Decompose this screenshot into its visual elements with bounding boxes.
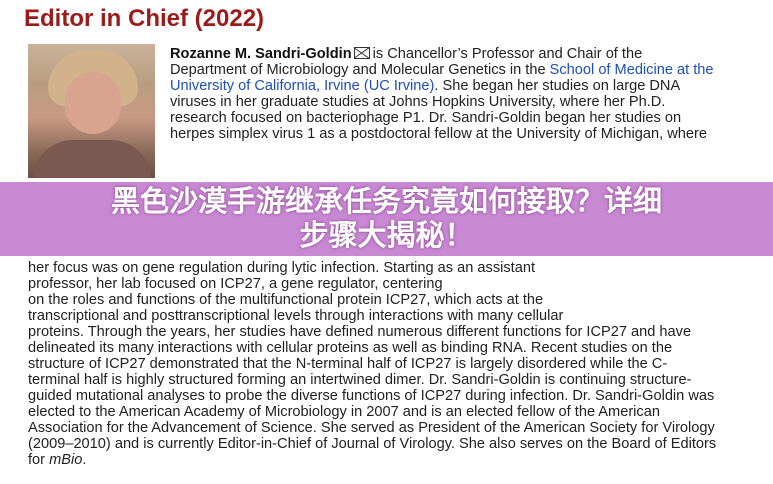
bio-text: herpes simplex virus 1 as a postdoctoral… bbox=[170, 126, 707, 142]
bio-text: research focused on bacteriophage P1. Dr… bbox=[170, 110, 682, 126]
bio-text: transcriptional and posttranscriptional … bbox=[28, 308, 564, 324]
editor-name: Rozanne M. Sandri-Goldin bbox=[170, 46, 352, 62]
bio-text: is Chancellor’s Professor and Chair of t… bbox=[372, 46, 643, 62]
bio-text: . She began her studies on large DNA bbox=[434, 78, 681, 94]
overlay-banner bbox=[0, 182, 773, 256]
bio-text: terminal half is highly structured formi… bbox=[28, 372, 692, 388]
envelope-icon[interactable] bbox=[353, 47, 370, 59]
bio-text: her focus was on gene regulation during … bbox=[28, 260, 536, 276]
overlay-line-1: 黑色沙漠手游继承任务究竟如何接取？详细 bbox=[110, 184, 662, 218]
bio-text: Association for the Advancement of Scien… bbox=[28, 420, 715, 436]
bio-text: viruses in her graduate studies at Johns… bbox=[170, 94, 666, 110]
bio-text: Department of Microbiology and Molecular… bbox=[170, 62, 546, 78]
bio-text: delineated its many interactions with ce… bbox=[28, 340, 673, 356]
school-of-medicine-link[interactable]: School of Medicine at the bbox=[549, 62, 714, 78]
bio-text: professor, her lab focused on ICP27, a g… bbox=[28, 276, 443, 292]
portrait-photo bbox=[28, 44, 155, 178]
bio-text: on the roles and functions of the multif… bbox=[28, 292, 544, 308]
overlay-line-2: 步骤大揭秘！ bbox=[299, 218, 474, 252]
uc-irvine-link[interactable]: University of California, Irvine (UC Irv… bbox=[170, 78, 435, 94]
journal-name: mBio bbox=[49, 452, 83, 468]
bio-text: . bbox=[82, 452, 87, 468]
page-title: Editor in Chief (2022) bbox=[24, 5, 265, 32]
bio-text: guided mutational analyses to probe the … bbox=[28, 388, 715, 404]
bio-text: elected to the American Academy of Micro… bbox=[28, 404, 660, 420]
bio-text: (2009–2010) and is currently Editor-in-C… bbox=[28, 436, 717, 452]
bio-text: structure of ICP27 demonstrated that the… bbox=[28, 356, 668, 372]
bio-text: proteins. Through the years, her studies… bbox=[28, 324, 692, 340]
bio-text: for bbox=[28, 452, 50, 468]
overlay-headline: 黑色沙漠手游继承任务究竟如何接取？详细 步骤大揭秘！ bbox=[0, 184, 773, 252]
